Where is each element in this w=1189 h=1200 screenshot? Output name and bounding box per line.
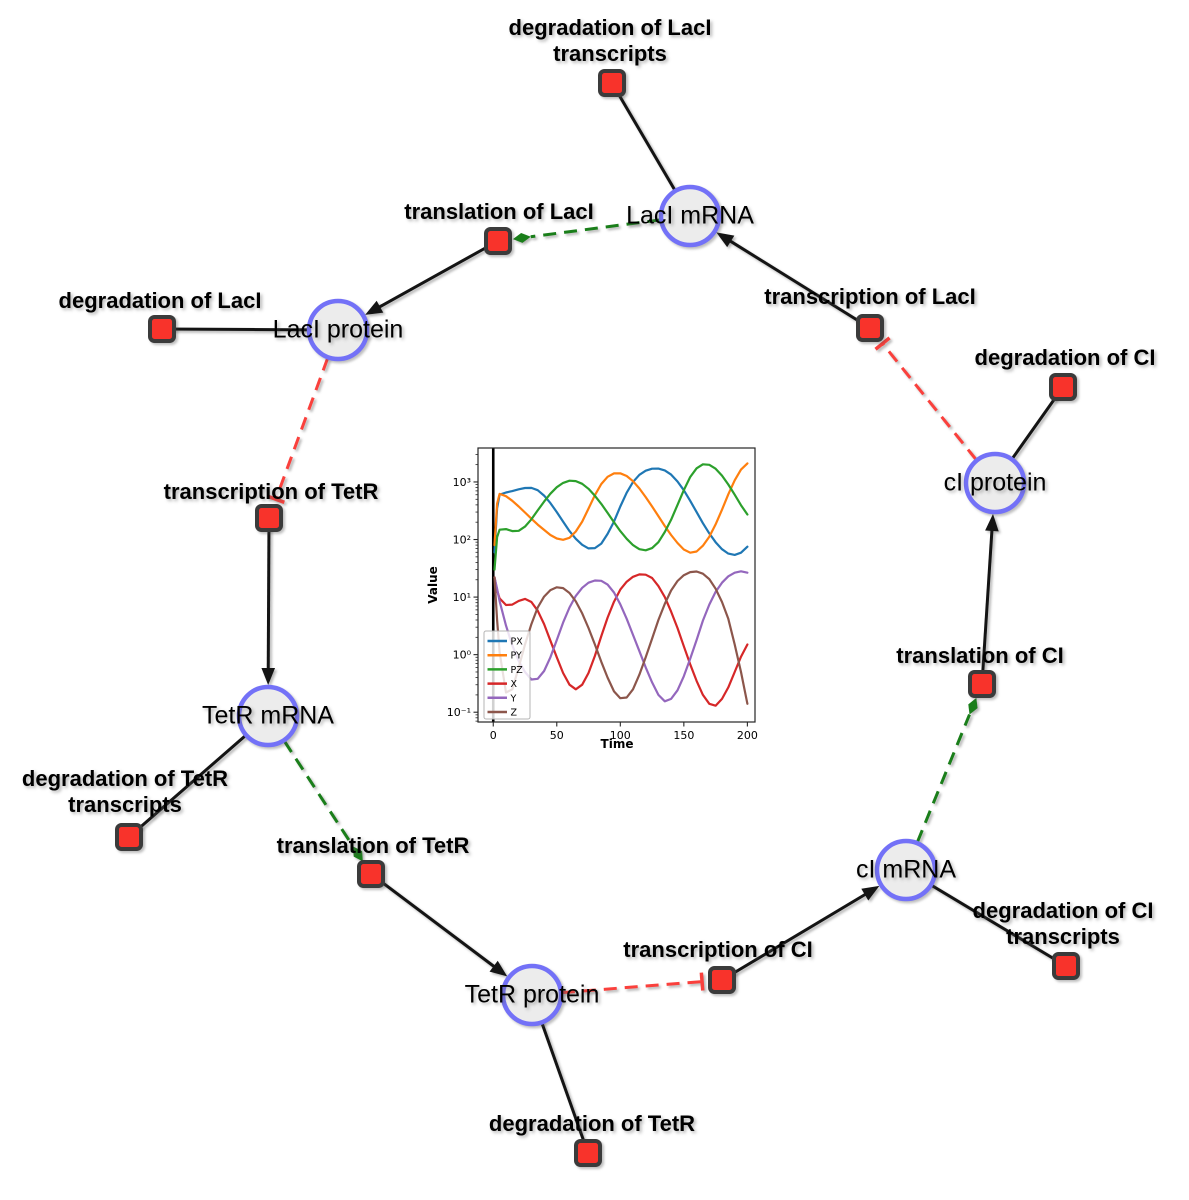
reaction-node-deg-ci (1049, 373, 1077, 401)
reaction-label-deg-ci-tx: degradation of CI transcripts (972, 898, 1154, 949)
chart-series-PY (493, 462, 749, 554)
chart-y-tick-label: 10⁰ (453, 649, 472, 662)
inhibitor-tee (874, 336, 891, 351)
edge-ci-protein-transcription-laci (874, 336, 978, 461)
legend-label-PZ: PZ (511, 665, 524, 676)
reaction-node-transcription-ci (708, 966, 736, 994)
reaction-node-transcription-tetr (255, 504, 283, 532)
modifier-diamond (352, 846, 363, 862)
reaction-label-transcription-tetr: transcription of TetR (163, 479, 379, 504)
arrowhead (489, 960, 508, 977)
modifier-diamond (512, 232, 531, 243)
arrowhead (861, 885, 880, 901)
chart-legend-box (483, 630, 531, 720)
chart-series-PZ (493, 463, 749, 571)
reaction-label-deg-ci: degradation of CI (974, 345, 1156, 370)
reaction-label-transcription-ci: transcription of CI (623, 937, 813, 962)
species-label-laci-protein: LacI protein (272, 315, 404, 344)
nodes-layer (115, 69, 1080, 1167)
edge-translation-laci-laci-protein (365, 239, 499, 315)
species-node-ci-protein (963, 451, 1027, 515)
reaction-label-deg-tetr: degradation of TetR (488, 1111, 696, 1136)
edge-ci-mrna-translation-ci (915, 697, 978, 843)
reaction-node-translation-tetr (357, 860, 385, 888)
species-node-tetr-mrna (236, 684, 300, 748)
edge-translation-ci-ci-protein (980, 513, 999, 685)
species-node-tetr-protein (500, 963, 564, 1027)
species-label-tetr-mrna: TetR mRNA (202, 701, 334, 730)
reaction-label-translation-tetr: translation of TetR (276, 833, 470, 858)
species-label-ci-protein: cI protein (943, 468, 1047, 497)
species-label-ci-mrna: cI mRNA (856, 855, 956, 884)
reaction-node-translation-ci (968, 670, 996, 698)
arrowhead (261, 667, 276, 686)
reaction-node-deg-laci (148, 315, 176, 343)
modifier-diamond (968, 697, 978, 715)
reaction-node-deg-tetr (574, 1139, 602, 1167)
arrowhead (985, 513, 999, 532)
reaction-label-deg-laci: degradation of LacI (58, 288, 262, 313)
chart-series-X (493, 573, 749, 707)
legend-label-PY: PY (511, 651, 523, 662)
reaction-node-deg-laci-tx (598, 69, 626, 97)
chart-axes-box (477, 447, 756, 723)
inhibitor-tee (699, 972, 705, 991)
edge-laci-mrna-translation-laci (512, 218, 661, 243)
chart-y-tick-label: 10³ (453, 476, 471, 489)
legend-label-X: X (511, 679, 518, 690)
reaction-node-translation-laci (484, 227, 512, 255)
chart-legend: PX PY PZ XYZ (483, 630, 531, 720)
reaction-label-deg-laci-tx: degradation of LacI transcripts (508, 15, 712, 66)
edge-transcription-laci-laci-mrna (716, 232, 871, 330)
reaction-label-deg-tetr-tx: degradation of TetR transcripts (21, 766, 229, 817)
chart-y-tick-label: 10¹ (453, 591, 471, 604)
species-node-ci-mrna (874, 838, 938, 902)
chart-x-tick-label: 50 (550, 729, 564, 742)
species-node-laci-mrna (658, 184, 722, 248)
chart-ylabel: Value (426, 566, 440, 604)
reaction-node-deg-ci-tx (1052, 952, 1080, 980)
reaction-node-transcription-laci (856, 314, 884, 342)
edge-transcription-ci-ci-mrna (721, 885, 880, 982)
species-label-tetr-protein: TetR protein (464, 980, 600, 1009)
legend-label-Y: Y (510, 693, 517, 704)
arrowhead (716, 232, 735, 248)
species-node-laci-protein (306, 298, 370, 362)
inhibitor-tee (266, 494, 285, 504)
chart-x-tick-label: 200 (737, 729, 758, 742)
chart-x-tick-label: 0 (490, 729, 497, 742)
edge-laci-protein-transcription-tetr (266, 357, 330, 504)
edge-tetr-mrna-translation-tetr (283, 740, 363, 862)
chart-x-tick-label: 150 (673, 729, 694, 742)
edge-transcription-tetr-tetr-mrna (261, 517, 276, 686)
inset-chart: 10⁻¹ 10⁰ 10¹ 10² 10³ 0 50 100 150 200 PX PY PZ XYZ (447, 447, 758, 742)
chart-y-tick-label: 10² (453, 534, 471, 547)
reaction-label-transcription-laci: transcription of LacI (764, 284, 976, 309)
arrowhead (365, 300, 384, 315)
edge-tetr-protein-transcription-ci (561, 972, 705, 995)
reaction-node-deg-tetr-tx (115, 823, 143, 851)
chart-series-Y (493, 570, 749, 703)
chart-y-tick-label: 10⁻¹ (447, 706, 471, 719)
legend-label-PX: PX (511, 637, 524, 648)
edges-layer (128, 82, 1067, 1154)
legend-label-Z: Z (511, 708, 518, 719)
chart-x-tick-label: 100 (610, 729, 631, 742)
chart-xlabel: Time (600, 737, 634, 751)
reaction-label-translation-laci: translation of LacI (404, 199, 594, 224)
edge-translation-tetr-tetr-protein (370, 872, 508, 977)
chart-series-Z (493, 570, 749, 705)
chart-series-PX (493, 467, 749, 556)
reaction-label-translation-ci: translation of CI (896, 643, 1064, 668)
species-label-laci-mrna: LacI mRNA (626, 201, 754, 230)
